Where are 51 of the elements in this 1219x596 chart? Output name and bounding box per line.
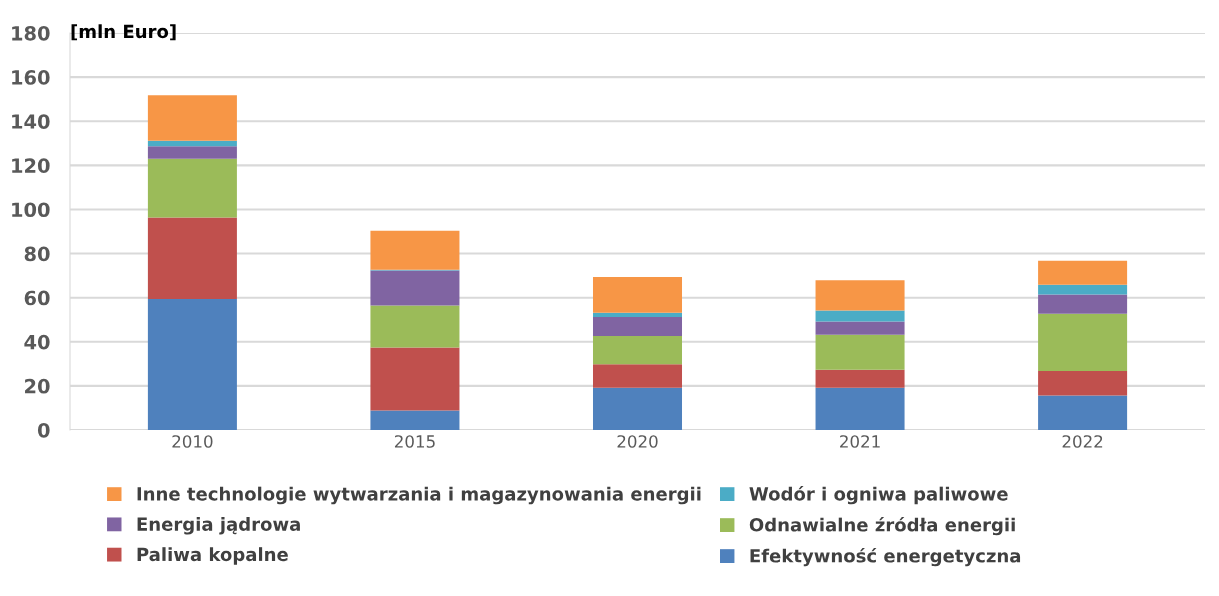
bar <box>147 217 237 299</box>
legend-label: Paliwa kopalne <box>137 547 288 565</box>
bar <box>815 369 905 388</box>
legend-label: Odnawialne źródła energii <box>749 516 1015 536</box>
y-tick-label: 100 <box>12 202 50 218</box>
bar <box>1038 260 1128 285</box>
bar <box>147 140 237 147</box>
legend-label: Energia jądrowa <box>137 516 300 535</box>
bar <box>147 298 237 430</box>
bar <box>370 410 460 430</box>
legend-label: Efektywność energetyczna <box>750 547 1021 567</box>
bar <box>592 276 683 313</box>
y-tick-label: 40 <box>24 334 50 350</box>
legend-label: Wodór i ogniwa paliwowe <box>749 485 1008 505</box>
bar <box>815 310 905 322</box>
bar <box>1038 294 1128 314</box>
bar <box>815 387 905 430</box>
bar <box>147 146 237 159</box>
bar <box>1038 395 1128 430</box>
bar <box>815 334 905 370</box>
bar <box>592 317 683 337</box>
bar <box>147 158 237 218</box>
x-tick-label: 2020 <box>617 435 658 448</box>
y-tick-label: 180 <box>12 25 50 41</box>
y-tick-label: 140 <box>12 114 50 129</box>
bar <box>1038 284 1128 295</box>
bar <box>1038 313 1128 371</box>
y-tick-label: 60 <box>24 290 50 306</box>
legend-label: Inne technologie wytwarzania i magazynowania energii <box>137 486 701 505</box>
y-tick-label: 160 <box>12 70 50 85</box>
bar <box>592 312 683 318</box>
bar <box>370 305 460 348</box>
y-tick-label: 0 <box>37 422 50 438</box>
y-tick-label: 20 <box>25 378 50 394</box>
bar <box>815 280 905 311</box>
bar <box>592 387 683 430</box>
bar <box>147 95 237 141</box>
x-tick-label: 2015 <box>394 435 435 448</box>
bar <box>592 364 683 388</box>
x-tick-label: 2010 <box>172 435 213 448</box>
y-axis-title: [mln Euro] <box>71 24 176 41</box>
y-tick-label: 80 <box>24 246 50 262</box>
bar <box>815 321 905 335</box>
x-tick-label: 2021 <box>840 435 880 448</box>
x-tick-label: 2022 <box>1062 435 1103 448</box>
y-tick-label: 120 <box>12 158 50 173</box>
bar <box>370 347 460 411</box>
bar <box>370 230 460 270</box>
bar <box>592 336 683 365</box>
bar <box>370 270 460 306</box>
bar <box>1038 370 1128 396</box>
